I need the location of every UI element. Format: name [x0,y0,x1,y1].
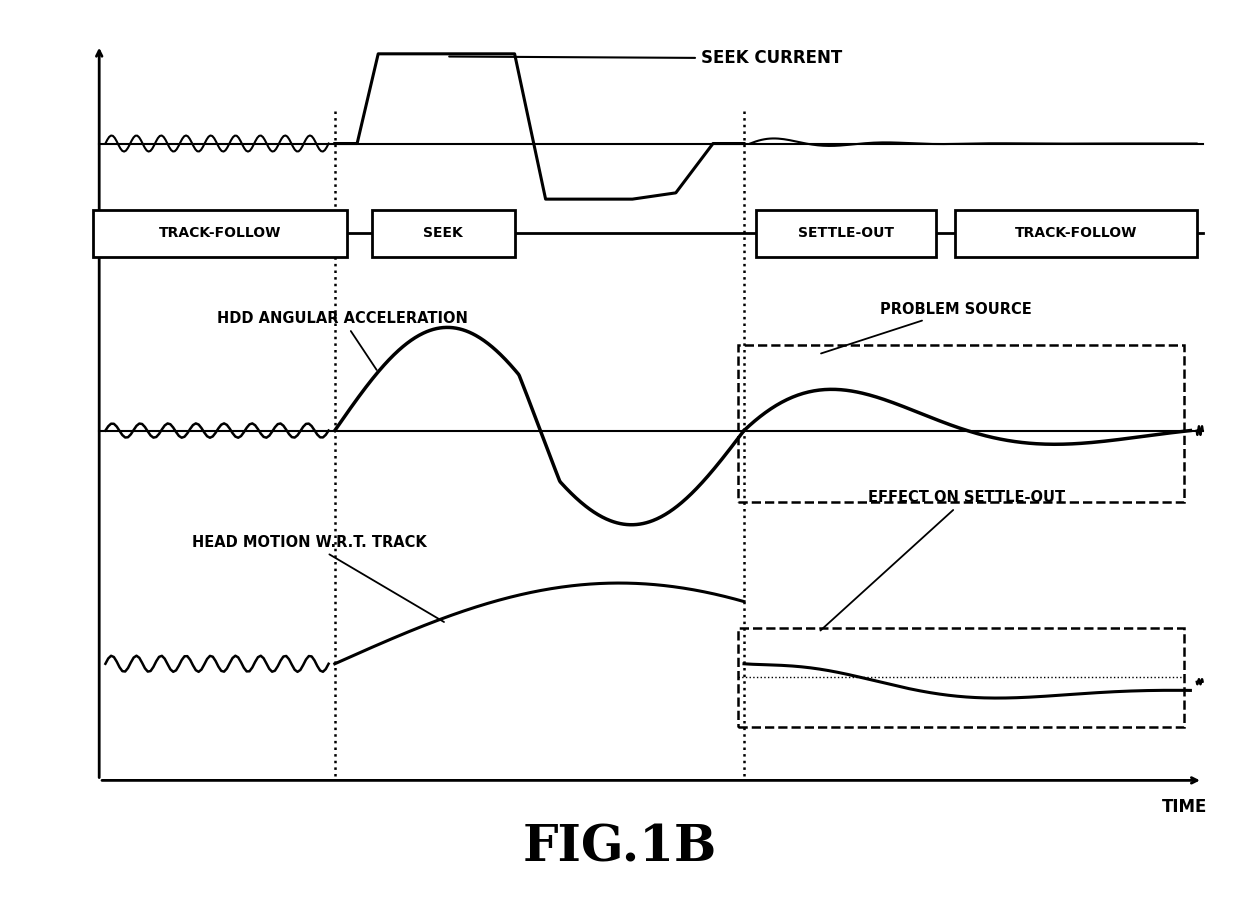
Bar [738,628,1184,727]
Text: SEEK CURRENT: SEEK CURRENT [449,49,842,67]
FancyBboxPatch shape [955,210,1197,257]
Text: TRACK-FOLLOW: TRACK-FOLLOW [159,226,281,240]
FancyBboxPatch shape [756,210,936,257]
Text: SEEK: SEEK [423,226,464,240]
Text: TRACK-FOLLOW: TRACK-FOLLOW [1014,226,1137,240]
Bar [738,345,1184,502]
Text: SETTLE-OUT: SETTLE-OUT [799,226,894,240]
Text: EFFECT ON SETTLE-OUT: EFFECT ON SETTLE-OUT [821,491,1065,631]
Text: TIME: TIME [1162,798,1207,816]
FancyBboxPatch shape [372,210,515,257]
Text: HDD ANGULAR ACCELERATION: HDD ANGULAR ACCELERATION [217,311,467,370]
Text: FIG.1B: FIG.1B [523,823,717,872]
FancyBboxPatch shape [93,210,347,257]
Text: HEAD MOTION W.R.T. TRACK: HEAD MOTION W.R.T. TRACK [192,536,444,622]
Text: PROBLEM SOURCE: PROBLEM SOURCE [821,302,1032,353]
